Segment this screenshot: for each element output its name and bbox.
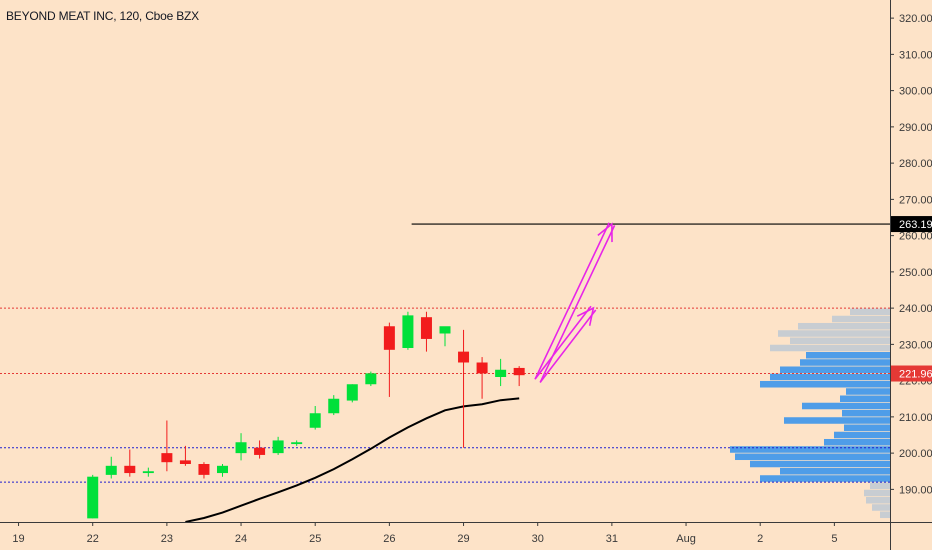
volume-profile-bar xyxy=(880,511,890,519)
price-tick-label: 290.00 xyxy=(899,122,932,134)
price-label-text: 263.19 xyxy=(899,219,932,231)
candle-body xyxy=(142,471,154,474)
volume-profile-bar xyxy=(784,417,890,424)
time-tick-label: 5 xyxy=(831,533,837,545)
volume-profile-bar xyxy=(770,344,890,352)
candle-body xyxy=(105,465,117,475)
price-tick-label: 190.00 xyxy=(899,484,932,496)
volume-profile-bar xyxy=(844,424,890,432)
time-tick-label: 25 xyxy=(309,533,321,545)
projection-arrow xyxy=(534,222,616,383)
volume-profile-bar xyxy=(864,489,890,497)
price-label-badge xyxy=(891,365,932,382)
moving-average-line xyxy=(185,397,520,522)
volume-profile-bar xyxy=(770,373,890,381)
time-tick-label: 24 xyxy=(235,533,247,545)
price-tick-label: 310.00 xyxy=(899,49,932,61)
time-tick-label: 29 xyxy=(457,533,469,545)
volume-profile-bar xyxy=(800,359,890,366)
volume-profile-bar xyxy=(760,380,890,388)
candle-body xyxy=(495,369,507,377)
candle-body xyxy=(439,326,451,334)
symbol-title: BEYOND MEAT INC, 120, Cboe BZX xyxy=(6,9,199,23)
price-tick-label: 300.00 xyxy=(899,86,932,98)
time-tick-label: 31 xyxy=(606,533,618,545)
volume-profile-bar xyxy=(872,504,890,511)
volume-profile-bar xyxy=(806,351,890,359)
candle-body xyxy=(365,373,377,385)
volume-profile-bar xyxy=(798,322,890,330)
volume-profile-bar xyxy=(780,366,890,374)
price-tick-label: 260.00 xyxy=(899,231,932,243)
volume-profile-bar xyxy=(834,431,890,439)
candle-body xyxy=(124,465,136,474)
volume-profile-bar xyxy=(802,402,890,410)
volume-profile-bar xyxy=(842,409,890,417)
candle-body xyxy=(235,442,247,454)
arrow-shaft xyxy=(534,222,610,380)
candle-body xyxy=(383,326,395,350)
time-tick-label: 19 xyxy=(12,533,24,545)
price-tick-label: 230.00 xyxy=(899,339,932,351)
projection-arrow xyxy=(534,305,597,383)
price-tick-label: 270.00 xyxy=(899,194,932,206)
price-tick-label: 240.00 xyxy=(899,303,932,315)
candle-body xyxy=(291,442,303,445)
candle-body xyxy=(420,317,432,339)
candle-body xyxy=(309,413,321,428)
candle-body xyxy=(87,476,99,519)
volume-profile-bar xyxy=(735,453,890,461)
candle-body xyxy=(254,447,266,455)
time-tick-label: 22 xyxy=(87,533,99,545)
candle-body xyxy=(161,453,173,463)
volume-profile-bar xyxy=(730,446,890,453)
volume-profile-bar xyxy=(846,388,890,395)
candle-body xyxy=(179,460,191,464)
candle-body xyxy=(346,384,358,401)
volume-profile-bar xyxy=(780,467,890,475)
price-label-text: 221.96 xyxy=(899,369,932,381)
candle-body xyxy=(513,367,525,376)
price-tick-label: 250.00 xyxy=(899,267,932,279)
volume-profile-bar xyxy=(832,315,890,323)
volume-profile-bar xyxy=(850,308,890,316)
candle-body xyxy=(217,465,228,474)
volume-profile-bar xyxy=(866,496,890,504)
candle-body xyxy=(402,315,414,348)
candle-body xyxy=(272,440,284,454)
arrow-shaft xyxy=(539,309,597,383)
time-tick-label: 2 xyxy=(757,533,763,545)
time-tick-label: 30 xyxy=(532,533,544,545)
price-tick-label: 280.00 xyxy=(899,158,932,170)
volume-profile-bar xyxy=(790,337,890,345)
arrow-head xyxy=(597,222,613,243)
time-tick-label: 23 xyxy=(161,533,173,545)
price-tick-label: 200.00 xyxy=(899,448,932,460)
plot-area xyxy=(0,222,890,522)
volume-profile-bar xyxy=(760,475,890,482)
volume-profile-bar xyxy=(750,460,890,468)
candle-body xyxy=(458,351,470,363)
price-label-badge xyxy=(891,216,932,233)
arrow-head xyxy=(576,306,595,326)
candle-body xyxy=(198,464,210,475)
arrow-shaft xyxy=(534,305,592,380)
time-tick-label: 26 xyxy=(383,533,395,545)
volume-profile-bar xyxy=(778,330,890,337)
candle-body xyxy=(476,362,488,374)
volume-profile-bar xyxy=(824,438,890,446)
volume-profile-bar xyxy=(840,395,890,403)
price-tick-label: 210.00 xyxy=(899,412,932,424)
price-tick-label: 320.00 xyxy=(899,13,932,25)
candle-body xyxy=(328,398,340,414)
time-tick-label: Aug xyxy=(676,533,696,545)
volume-profile-bar xyxy=(870,482,890,490)
